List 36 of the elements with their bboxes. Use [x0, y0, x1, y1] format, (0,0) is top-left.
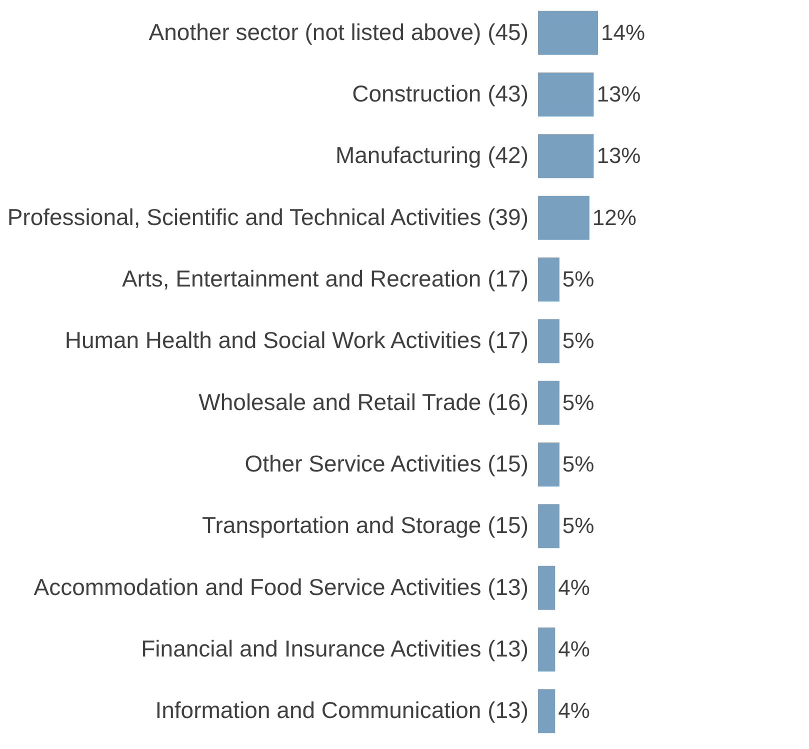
y-tick-label: Construction (43): [352, 80, 528, 106]
bar: [538, 628, 556, 672]
data-label: 12%: [592, 204, 636, 230]
bar: [538, 258, 560, 302]
bar: [538, 689, 556, 734]
bar: [538, 566, 556, 610]
data-label: 4%: [558, 574, 590, 600]
y-tick-label: Another sector (not listed above) (45): [148, 18, 528, 45]
data-label: 5%: [562, 452, 594, 476]
bar: [538, 196, 590, 240]
data-label: 5%: [562, 513, 594, 538]
bar: [538, 442, 560, 486]
y-tick-label: Human Health and Social Work Activities (17): [64, 327, 528, 354]
data-label: 4%: [558, 698, 590, 724]
y-tick-label: Information and Communication (13): [155, 697, 528, 724]
bar: [538, 319, 560, 364]
y-tick-label: Professional, Scientific and Technical Activities (39): [7, 204, 528, 230]
y-tick-label: Arts, Entertainment and Recreation (17): [122, 266, 528, 292]
y-tick-label: Manufacturing (42): [335, 142, 528, 168]
bar: [538, 504, 560, 548]
bar: [538, 72, 594, 116]
y-tick-label: Accommodation and Food Service Activities (13): [34, 574, 528, 600]
data-label: 4%: [558, 636, 590, 662]
data-label: 14%: [601, 20, 646, 45]
bar: [538, 10, 598, 55]
y-tick-label: Other Service Activities (15): [244, 450, 528, 476]
y-tick-label: Financial and Insurance Activities (13): [141, 636, 528, 662]
data-label: 13%: [596, 143, 641, 168]
bar: [538, 380, 560, 425]
data-label: 5%: [562, 266, 594, 292]
y-tick-label: Wholesale and Retail Trade (16): [198, 388, 528, 415]
data-label: 13%: [596, 82, 641, 106]
y-tick-label: Transportation and Storage (15): [202, 512, 528, 538]
data-label: 5%: [562, 328, 594, 354]
data-label: 5%: [562, 390, 594, 415]
bar: [538, 134, 594, 178]
